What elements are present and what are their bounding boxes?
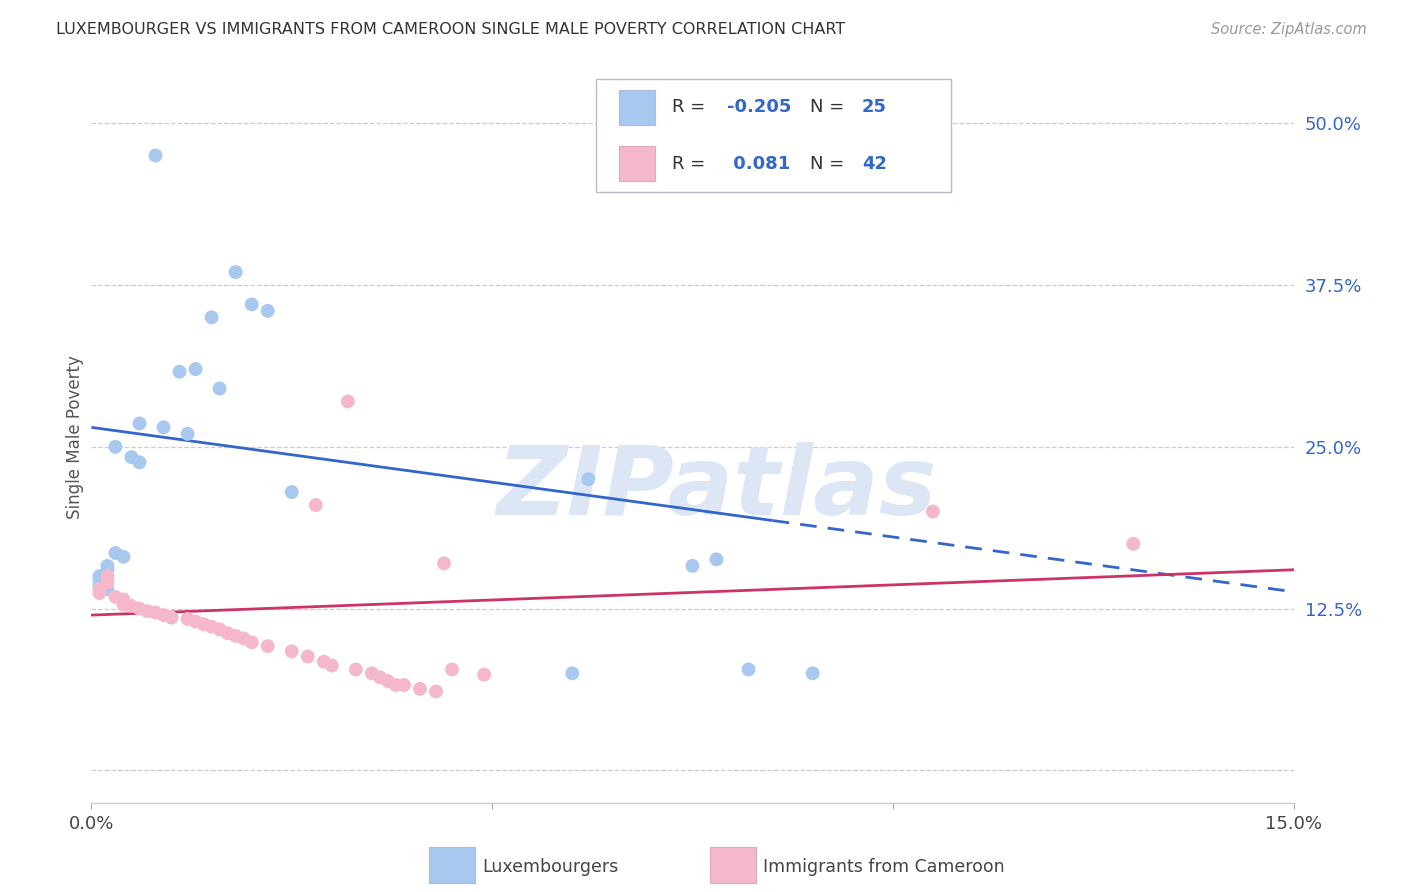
Point: [112, 598, 135, 612]
Point: [96, 558, 118, 573]
Point: [240, 635, 263, 649]
Point: [576, 472, 599, 486]
Text: LUXEMBOURGER VS IMMIGRANTS FROM CAMEROON SINGLE MALE POVERTY CORRELATION CHART: LUXEMBOURGER VS IMMIGRANTS FROM CAMEROON…: [56, 22, 845, 37]
Text: 0.081: 0.081: [727, 154, 790, 172]
Point: [256, 639, 278, 653]
Point: [305, 498, 328, 512]
Point: [104, 590, 127, 604]
Point: [193, 617, 215, 632]
Point: [152, 608, 174, 623]
Point: [312, 655, 335, 669]
Point: [96, 582, 118, 597]
Point: [433, 557, 456, 571]
Point: [96, 575, 118, 590]
Text: Luxembourgers: Luxembourgers: [482, 858, 619, 876]
Point: [409, 681, 432, 696]
Text: R =: R =: [672, 98, 711, 116]
Point: [377, 674, 399, 689]
Text: Source: ZipAtlas.com: Source: ZipAtlas.com: [1211, 22, 1367, 37]
Text: 25: 25: [862, 98, 887, 116]
Point: [1122, 537, 1144, 551]
Text: R =: R =: [672, 154, 711, 172]
Bar: [619, 146, 655, 181]
Point: [297, 649, 319, 664]
Point: [184, 615, 207, 629]
Point: [89, 573, 111, 587]
Point: [96, 563, 118, 577]
Point: [425, 684, 447, 698]
Point: [128, 601, 150, 615]
Point: [281, 485, 304, 500]
Point: [472, 667, 495, 681]
Point: [89, 578, 111, 592]
Point: [128, 455, 150, 469]
Point: [121, 450, 143, 464]
Text: 42: 42: [862, 154, 887, 172]
Point: [145, 606, 167, 620]
Point: [136, 604, 159, 618]
Point: [281, 644, 304, 658]
Point: [89, 582, 111, 597]
Point: [440, 663, 463, 677]
Point: [89, 586, 111, 600]
Point: [208, 623, 231, 637]
Point: [801, 666, 824, 681]
Point: [321, 658, 343, 673]
Point: [217, 626, 239, 640]
Point: [152, 420, 174, 434]
Y-axis label: Single Male Poverty: Single Male Poverty: [66, 355, 84, 519]
Point: [385, 678, 408, 692]
Point: [256, 303, 278, 318]
Point: [104, 546, 127, 560]
Point: [706, 552, 728, 566]
Point: [368, 670, 391, 684]
Point: [128, 417, 150, 431]
Point: [112, 592, 135, 607]
FancyBboxPatch shape: [596, 78, 950, 192]
Point: [96, 569, 118, 583]
Text: ZIPatlas: ZIPatlas: [496, 442, 936, 535]
Point: [392, 678, 415, 692]
Point: [360, 666, 382, 681]
Text: N =: N =: [810, 98, 851, 116]
Point: [169, 365, 191, 379]
Point: [737, 663, 759, 677]
Point: [225, 629, 247, 643]
Point: [145, 148, 167, 162]
Point: [112, 549, 135, 564]
Point: [208, 382, 231, 396]
Point: [225, 265, 247, 279]
Point: [922, 504, 945, 518]
Text: Immigrants from Cameroon: Immigrants from Cameroon: [763, 858, 1005, 876]
Point: [121, 599, 143, 613]
Point: [240, 297, 263, 311]
Point: [201, 620, 224, 634]
Point: [232, 632, 254, 646]
Point: [176, 612, 198, 626]
Point: [681, 558, 703, 573]
Point: [89, 569, 111, 583]
Point: [561, 666, 583, 681]
Point: [176, 426, 198, 441]
Text: N =: N =: [810, 154, 851, 172]
Bar: [619, 89, 655, 125]
Text: -0.205: -0.205: [727, 98, 792, 116]
Point: [201, 310, 224, 325]
Point: [184, 362, 207, 376]
Point: [336, 394, 359, 409]
Point: [160, 610, 183, 624]
Point: [344, 663, 367, 677]
Point: [104, 440, 127, 454]
